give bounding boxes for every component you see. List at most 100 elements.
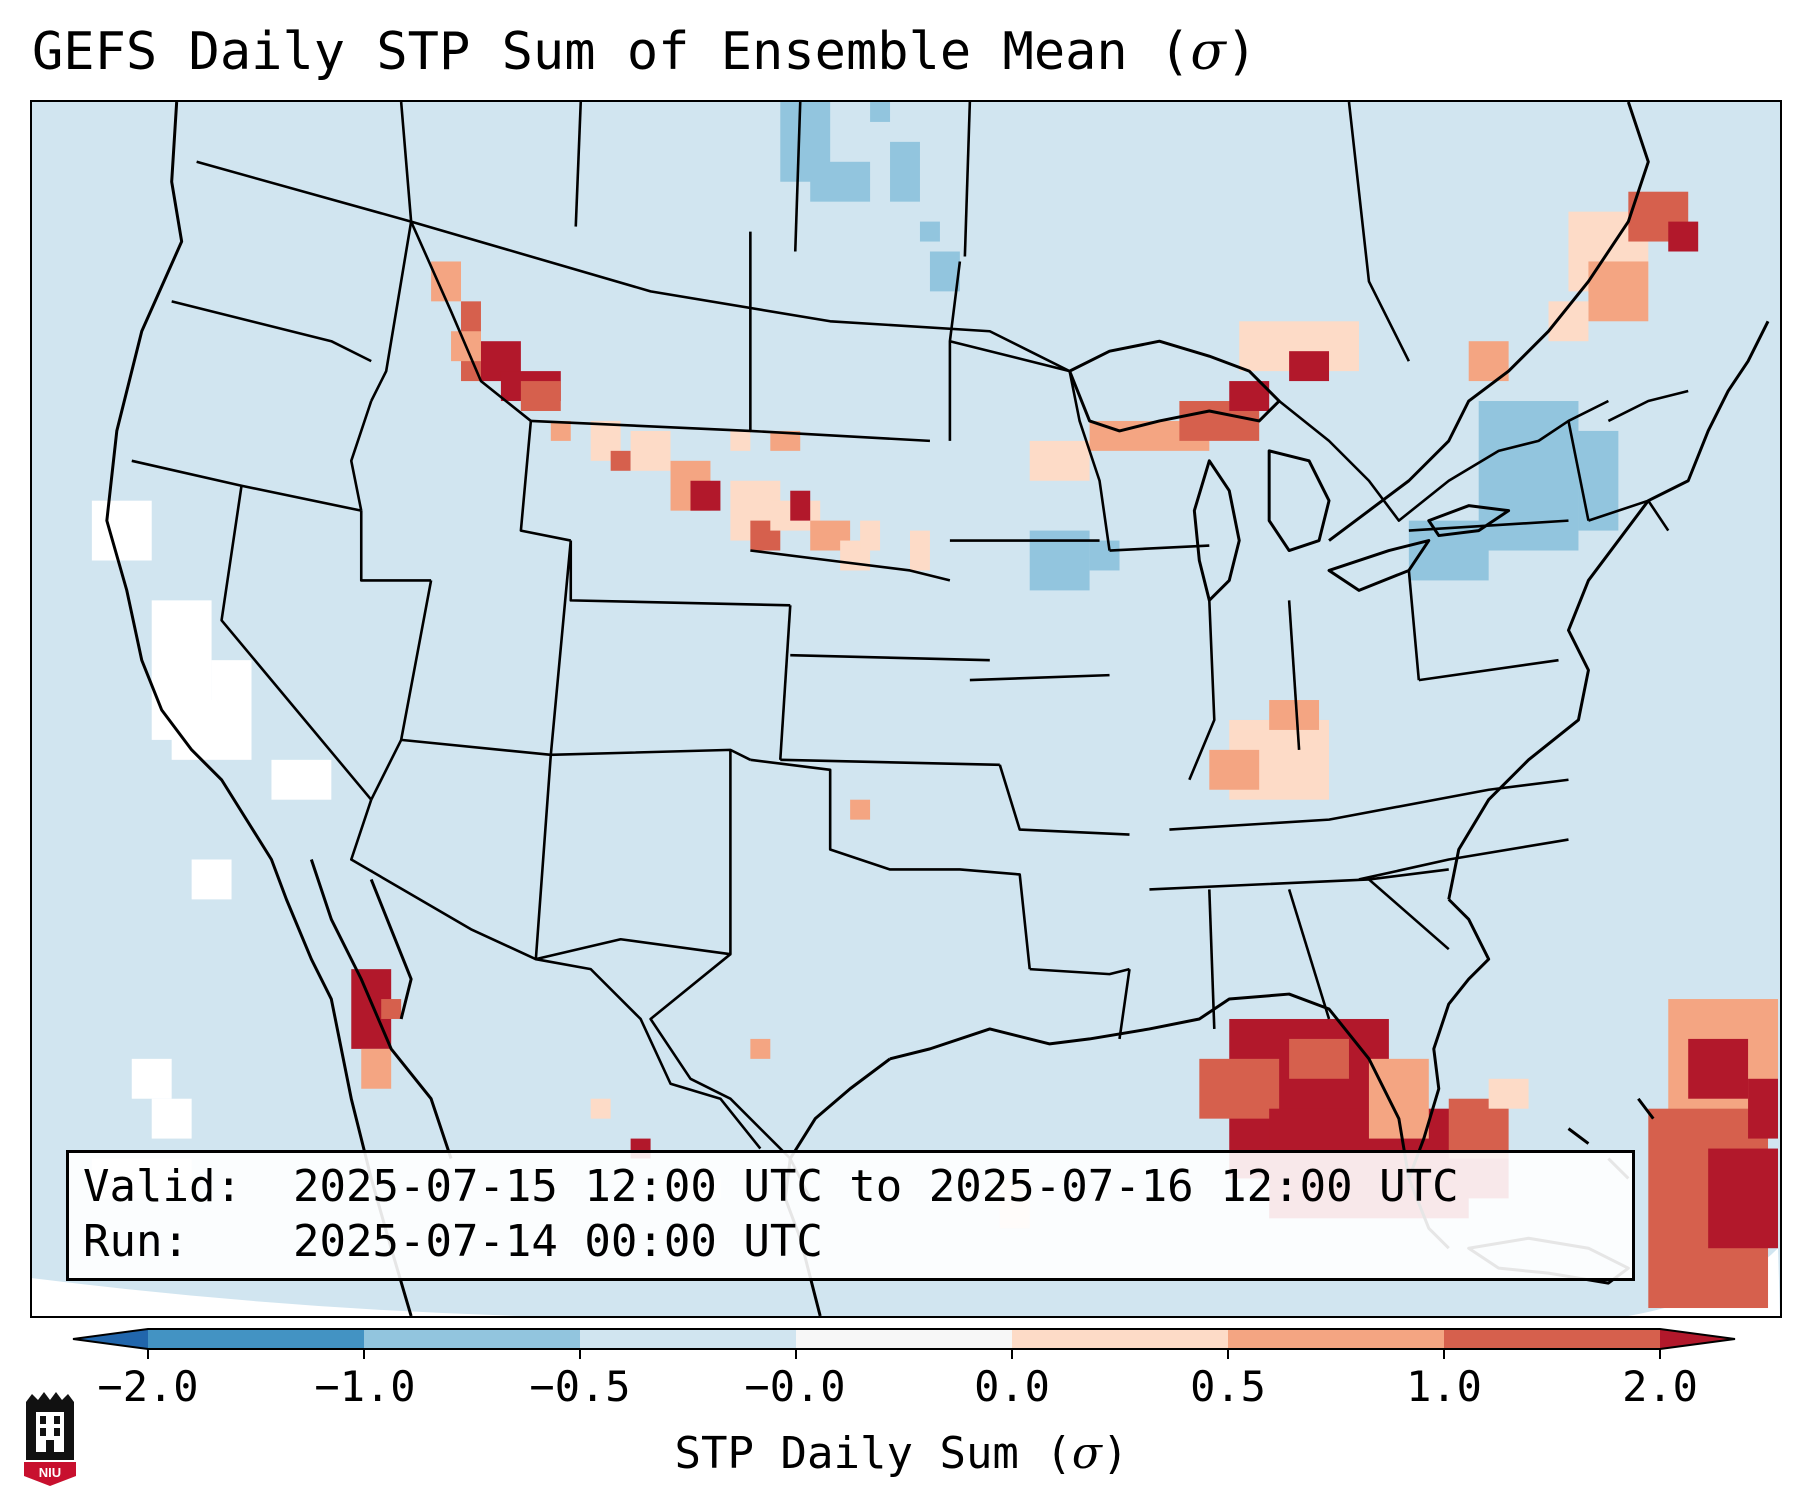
stp-field-cell [1578,430,1619,531]
mn-wi [949,339,1111,551]
stp-field-cell [1289,351,1330,382]
projection-edge [32,1278,831,1316]
colorbar-segment [1228,1329,1445,1349]
colorbar-tick-label: −2.0 [97,1362,199,1411]
wy-co [569,540,791,607]
colorbar-label: STP Daily Sum (σ) [674,1428,1129,1479]
nv-ca [220,485,373,801]
map-canvas[interactable] [32,102,1780,1316]
atlantic-coast [1447,320,1770,900]
ut-wy [519,420,572,542]
stp-field-cell [1089,540,1120,571]
id-nv [359,510,432,582]
colorbar-extend-high [1660,1329,1735,1349]
la-ms [1118,968,1131,1040]
run-row: Run: 2025-07-14 00:00 UTC [83,1214,1632,1269]
stp-field-layer [91,102,1779,1309]
stp-field-cell [1708,1148,1779,1249]
colorbar-tick-label: −0.0 [744,1362,846,1411]
stp-field-cell [1668,221,1699,252]
us-outline [105,102,413,1316]
il-wi [1109,544,1210,552]
colorbar-tick-label: 2.0 [1622,1362,1698,1411]
lake-michigan [1192,459,1241,602]
stp-field-cell [1748,1078,1779,1139]
al-ga [1287,889,1331,1020]
stp-field-cell [750,1038,771,1059]
st-lawrence [1328,102,1650,542]
lake-superior [1068,339,1281,433]
run-value: 2025-07-14 00:00 UTC [293,1216,823,1267]
colorbar-tick-label: −0.5 [529,1362,631,1411]
stp-field-cell [1488,1078,1529,1109]
mo-ar [998,764,1130,836]
stp-field-cell [860,520,881,551]
run-label: Run: [83,1216,189,1267]
colorbar [72,1328,1736,1359]
ca-az [349,799,537,961]
stp-field-cell [211,660,252,740]
in-oh [1287,600,1301,750]
stp-field-cell [1209,749,1260,790]
new-england [1588,389,1689,532]
va-nc [1358,838,1569,881]
valid-label: Valid: [83,1161,242,1212]
stp-field-cell [550,420,571,441]
stp-field-cell [1289,1038,1349,1079]
co-nm [550,748,751,761]
colorbar-segment [1444,1329,1661,1349]
lake-huron [1267,449,1331,553]
oh-pa [1407,570,1421,681]
nd-sd [750,429,931,443]
tn-south [1149,868,1449,891]
sd-ne [750,549,951,582]
ok-tx [750,758,1032,970]
colorbar-tick-label: 0.5 [1190,1362,1266,1411]
stp-field-cell [381,999,402,1019]
stp-field-cell [271,759,332,800]
stp-field-cell [770,430,801,451]
colorbar-tick-label: −1.0 [314,1362,416,1411]
colorbar-segment [796,1329,1013,1349]
colorbar-segment [364,1329,581,1349]
stp-field-cell [191,859,232,900]
ks-ok [780,758,1000,767]
ia-mo [969,673,1110,682]
colorbar-tick-label: 1.0 [1406,1362,1482,1411]
stp-field-cell [151,1098,192,1139]
mt-wy [530,231,752,433]
colorbar-segment [580,1329,797,1349]
niu-logo-text: NIU [39,1465,61,1480]
ky-tn [1169,778,1569,831]
stp-field-cell [919,221,940,242]
ar-la [1029,967,1130,976]
stp-field-cell [520,381,561,411]
wa-or [171,300,372,363]
stp-field-cell [790,490,811,521]
colorbar-extend-low [73,1329,148,1349]
ne-ks [790,653,990,662]
florida-coast [1407,898,1491,1179]
valid-row: Valid: 2025-07-15 12:00 UTC to 2025-07-16… [83,1159,1632,1214]
stp-field-cell [1199,1058,1280,1119]
gulf-of-california [369,878,413,1020]
coastline-layer [105,102,1770,1316]
az-nm [534,749,732,961]
stp-field-cell [909,530,930,571]
il-in [1188,600,1216,781]
stp-field-cell [610,450,631,471]
colorbar-segment [1012,1329,1229,1349]
stp-field-cell [1269,700,1320,730]
stp-field-cell [1688,1038,1749,1099]
stp-field-cell [431,261,462,302]
stp-field-cell [810,161,871,202]
stp-field-cell [630,430,671,471]
map-panel[interactable] [30,100,1782,1318]
stp-field-cell [361,1048,392,1089]
validity-info-box: Valid: 2025-07-15 12:00 UTC to 2025-07-16… [66,1150,1635,1281]
baja-coast [309,859,453,1159]
ga-sc [1368,878,1450,951]
stp-field-cell [690,480,721,511]
niu-logo-icon: NIU [24,1392,76,1486]
stp-field-cell [929,251,960,292]
